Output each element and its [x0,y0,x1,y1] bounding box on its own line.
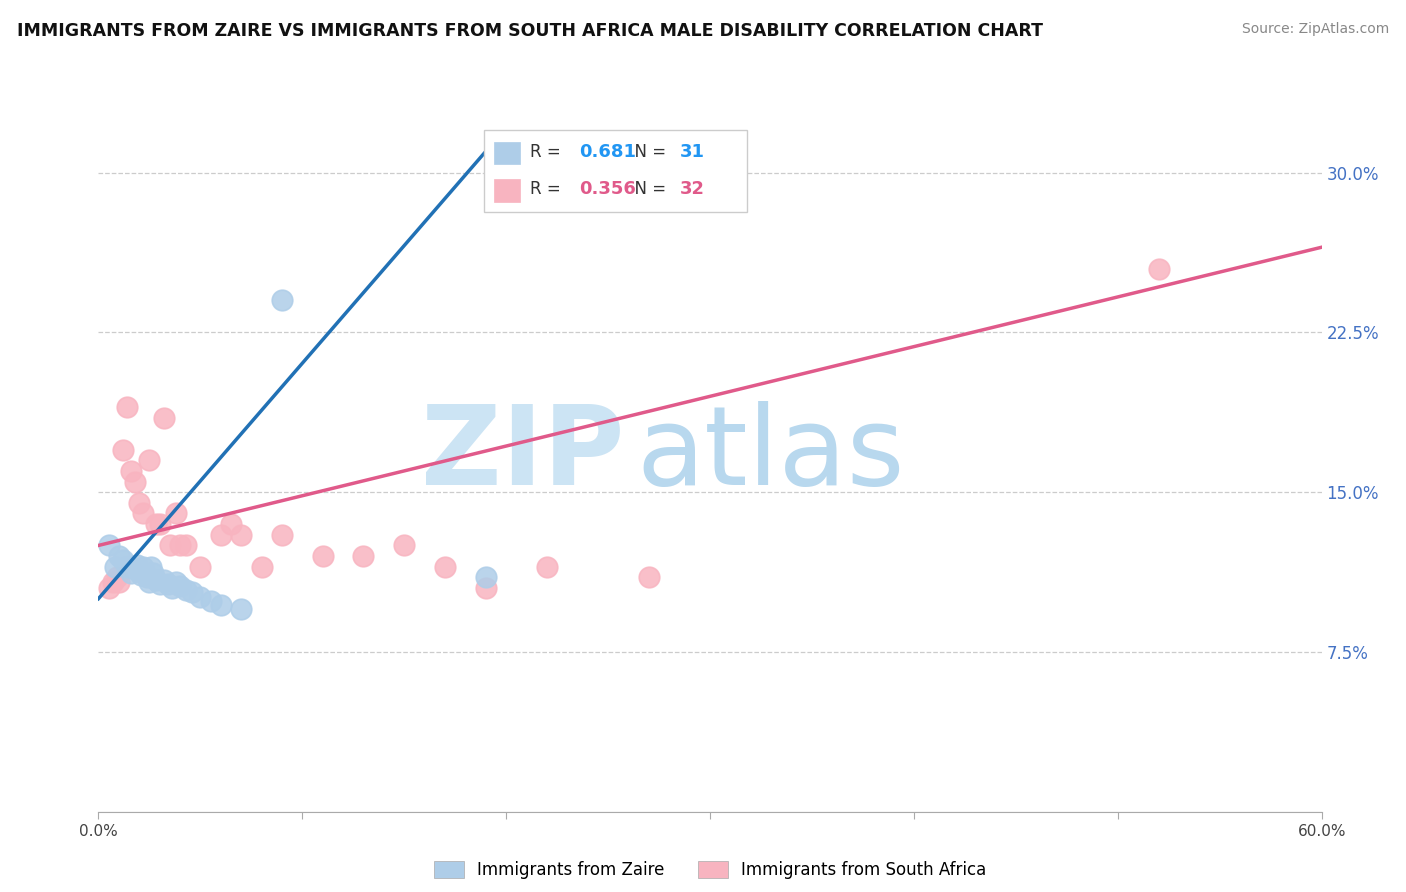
Point [270,293,294,308]
Point [120,566,142,581]
Point [174,538,197,552]
Point [209,598,232,612]
Point [638,570,661,584]
Point [181,585,204,599]
Point [129,568,152,582]
Point [250,559,273,574]
Point [108,549,131,563]
Point [115,400,138,414]
Text: 0.356: 0.356 [579,180,636,198]
Text: N =: N = [624,143,672,161]
Point [145,573,167,587]
Text: ZIP: ZIP [420,401,624,508]
Point [312,549,335,563]
Point [124,475,146,489]
Point [169,538,191,552]
Point [209,528,232,542]
Point [474,570,498,584]
Text: 31: 31 [679,143,704,161]
Point [169,579,191,593]
Point [145,517,167,532]
Point [474,581,498,595]
Point [149,517,172,532]
Text: N =: N = [624,180,672,198]
Point [97,538,120,552]
Legend: Immigrants from Zaire, Immigrants from South Africa: Immigrants from Zaire, Immigrants from S… [427,854,993,886]
Text: 0.681: 0.681 [579,143,636,161]
Point [124,562,146,576]
Point [165,574,187,589]
Point [231,602,253,616]
Point [149,576,172,591]
Point [127,558,149,572]
Point [159,538,181,552]
Text: 32: 32 [679,180,704,198]
Point [536,559,558,574]
Text: IMMIGRANTS FROM ZAIRE VS IMMIGRANTS FROM SOUTH AFRICA MALE DISABILITY CORRELATIO: IMMIGRANTS FROM ZAIRE VS IMMIGRANTS FROM… [17,22,1043,40]
Point [136,570,159,584]
Point [132,559,155,574]
Text: atlas: atlas [637,401,905,508]
Point [138,453,160,467]
Point [108,574,131,589]
Point [188,590,212,604]
Point [160,581,183,595]
Point [1147,261,1170,276]
Point [270,528,294,542]
Point [231,528,253,542]
Point [105,570,128,584]
Point [152,410,174,425]
Point [111,553,134,567]
FancyBboxPatch shape [484,130,747,212]
Point [392,538,416,552]
Point [142,566,165,581]
Point [138,574,160,589]
Point [434,559,457,574]
Point [141,559,163,574]
Point [156,576,179,591]
Point [115,559,138,574]
Point [128,564,150,578]
Point [97,581,120,595]
Point [219,517,242,532]
FancyBboxPatch shape [494,178,520,202]
Point [152,573,174,587]
Point [128,496,150,510]
Point [174,583,197,598]
Point [104,559,127,574]
Text: R =: R = [530,143,567,161]
Point [111,442,134,457]
Point [101,574,124,589]
Text: R =: R = [530,180,567,198]
Point [132,507,155,521]
Point [165,507,187,521]
Point [188,559,212,574]
Point [120,464,142,478]
Text: Source: ZipAtlas.com: Source: ZipAtlas.com [1241,22,1389,37]
Point [200,594,222,608]
Point [134,566,156,581]
FancyBboxPatch shape [494,142,520,164]
Point [352,549,374,563]
